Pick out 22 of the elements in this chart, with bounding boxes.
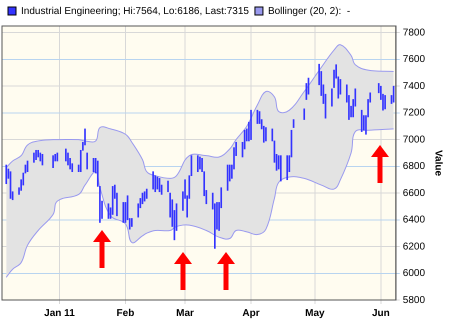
y-tick-label: 7200 bbox=[402, 108, 426, 119]
line-series bbox=[6, 128, 394, 278]
y-tick-label: 6800 bbox=[402, 161, 426, 172]
y-tick-label: 6600 bbox=[402, 188, 426, 199]
line-series bbox=[6, 44, 394, 179]
x-tick-label: Apr bbox=[242, 308, 260, 319]
x-tick-label: May bbox=[305, 308, 326, 319]
y-tick-label: 6000 bbox=[402, 268, 426, 280]
y-tick-label: 7400 bbox=[402, 80, 426, 92]
y-tick-label: 6400 bbox=[402, 214, 426, 226]
x-tick-label: Jan 11 bbox=[44, 308, 76, 319]
y-tick-label: 7800 bbox=[402, 27, 426, 38]
x-tick-label: Jun bbox=[372, 308, 390, 319]
y-tick-label: 7000 bbox=[402, 134, 426, 146]
legend-label: Bollinger (20, 2): - bbox=[268, 6, 350, 17]
y-tick-label: 6200 bbox=[402, 241, 426, 252]
y-axis-title: Value bbox=[432, 150, 444, 176]
legend-label: Industrial Engineering; Hi:7564, Lo:6186, Last:7315 bbox=[21, 6, 250, 17]
y-tick-label: 7600 bbox=[402, 54, 426, 66]
x-tick-label: Mar bbox=[176, 308, 194, 319]
x-tick-label: Feb bbox=[116, 308, 134, 319]
y-tick-label: 5800 bbox=[402, 294, 426, 306]
